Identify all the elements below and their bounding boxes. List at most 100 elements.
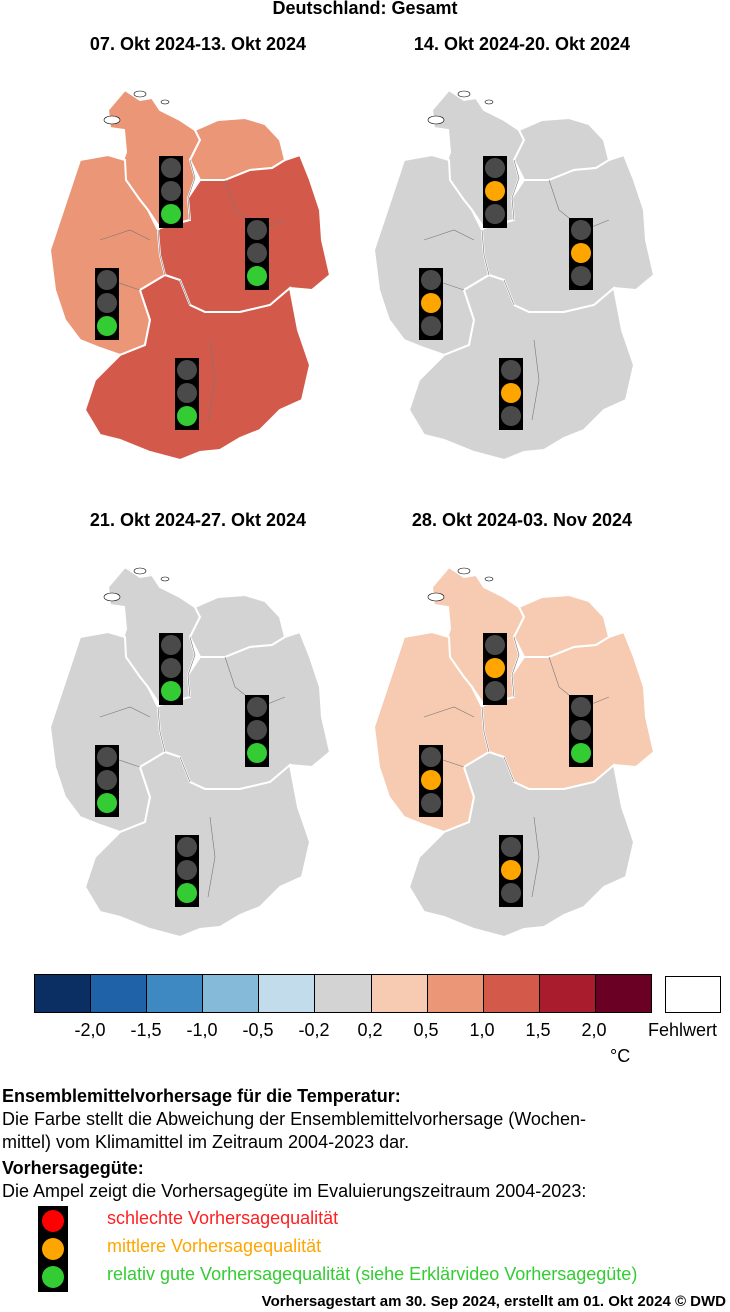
traffic-light-east [245, 695, 269, 767]
section-temperature-line2: mittel) vom Klimamittel im Zeitraum 2004… [2, 1132, 410, 1152]
traffic-light-east [569, 218, 593, 290]
lamp-green [97, 316, 117, 336]
panel-title-2: 14. Okt 2024-20. Okt 2024 [413, 34, 631, 54]
lamp-orange [501, 383, 521, 403]
lamp-red [97, 747, 117, 767]
colorbar-unit: °C [610, 1046, 631, 1066]
legend-orange-label: mittlere Vorhersagequalität [107, 1236, 322, 1256]
lamp-green [571, 743, 591, 763]
colorbar-tick: 2,0 [581, 1020, 607, 1040]
red-dot-icon [42, 1210, 64, 1232]
traffic-light-south [175, 358, 199, 430]
colorbar-tick: 0,5 [413, 1020, 439, 1040]
colorbar-tick: 0,2 [357, 1020, 383, 1040]
lamp-red [485, 158, 505, 178]
lamp-green [571, 266, 591, 286]
colorbar-bin [90, 975, 147, 1012]
traffic-light-north [159, 156, 183, 228]
lamp-red [421, 747, 441, 767]
lamp-orange [421, 293, 441, 313]
main-title: Deutschland: Gesamt [272, 0, 458, 18]
island [133, 90, 147, 98]
lamp-orange [485, 658, 505, 678]
lamp-orange [571, 243, 591, 263]
lamp-red [571, 220, 591, 240]
colorbar-tick: 1,5 [525, 1020, 551, 1040]
legend-green-label: relativ gute Vorhersagequalität (siehe E… [107, 1264, 638, 1284]
lamp-red [485, 635, 505, 655]
lamp-green [485, 681, 505, 701]
state-border [503, 756, 515, 783]
lamp-orange [161, 181, 181, 201]
colorbar-bin [538, 975, 595, 1012]
traffic-light-north [483, 156, 507, 228]
traffic-light-south [175, 835, 199, 907]
lamp-red [161, 635, 181, 655]
colorbar-bin [202, 975, 259, 1012]
state-border [511, 636, 520, 698]
island [484, 576, 494, 582]
island [103, 592, 121, 602]
lamp-red [177, 360, 197, 380]
lamp-green [247, 266, 267, 286]
footer-text: Vorhersagestart am 30. Sep 2024, erstell… [261, 1293, 726, 1310]
lamp-green [421, 316, 441, 336]
lamp-green [421, 793, 441, 813]
colorbar-bin [258, 975, 315, 1012]
state-border [531, 339, 540, 421]
island [160, 576, 170, 582]
colorbar-bin [594, 975, 652, 1012]
colorbar-tick: -0,2 [298, 1020, 330, 1040]
island [427, 592, 445, 602]
island [427, 115, 445, 125]
island [457, 567, 471, 575]
legend-green-light [38, 1262, 68, 1292]
missing-value-label: Fehlwert [648, 1020, 718, 1040]
colorbar-bin [314, 975, 371, 1012]
state-border [157, 229, 166, 276]
island [103, 115, 121, 125]
lamp-orange [97, 770, 117, 790]
lamp-red [161, 158, 181, 178]
state-border [207, 339, 216, 421]
island [160, 99, 170, 105]
section-quality-text: Die Ampel zeigt die Vorhersagegüte im Ev… [2, 1181, 587, 1201]
legend-orange-light [38, 1234, 68, 1264]
traffic-light-west [419, 745, 443, 817]
lamp-green [177, 406, 197, 426]
lamp-green [501, 406, 521, 426]
lamp-red [421, 270, 441, 290]
lamp-red [247, 220, 267, 240]
lamp-orange [571, 720, 591, 740]
traffic-light-east [245, 218, 269, 290]
lamp-green [177, 883, 197, 903]
state-border [503, 279, 515, 306]
state-border [187, 159, 196, 221]
traffic-light-west [419, 268, 443, 340]
panel-title-4: 28. Okt 2024-03. Nov 2024 [411, 510, 633, 530]
lamp-green [501, 883, 521, 903]
lamp-red [177, 837, 197, 857]
section-temperature-line1: Die Farbe stellt die Abweichung der Ense… [2, 1109, 586, 1129]
state-border [423, 706, 475, 718]
lamp-red [501, 837, 521, 857]
lamp-orange [247, 243, 267, 263]
traffic-light-north [483, 633, 507, 705]
lamp-orange [97, 293, 117, 313]
missing-value-box [665, 976, 721, 1013]
map-panel-1 [48, 88, 332, 462]
green-dot-icon [42, 1266, 64, 1288]
colorbar-bin [370, 975, 427, 1012]
colorbar-bin [146, 975, 203, 1012]
state-border [481, 706, 490, 753]
lamp-orange [421, 770, 441, 790]
colorbar-tick: 1,0 [469, 1020, 495, 1040]
state-border [423, 229, 475, 241]
colorbar-bin [35, 975, 91, 1012]
panel-title-1: 07. Okt 2024-13. Okt 2024 [89, 34, 307, 54]
lamp-green [97, 793, 117, 813]
traffic-light-south [499, 835, 523, 907]
map-panel-4 [372, 565, 656, 939]
map-panel-2 [372, 88, 656, 462]
traffic-light-south [499, 358, 523, 430]
